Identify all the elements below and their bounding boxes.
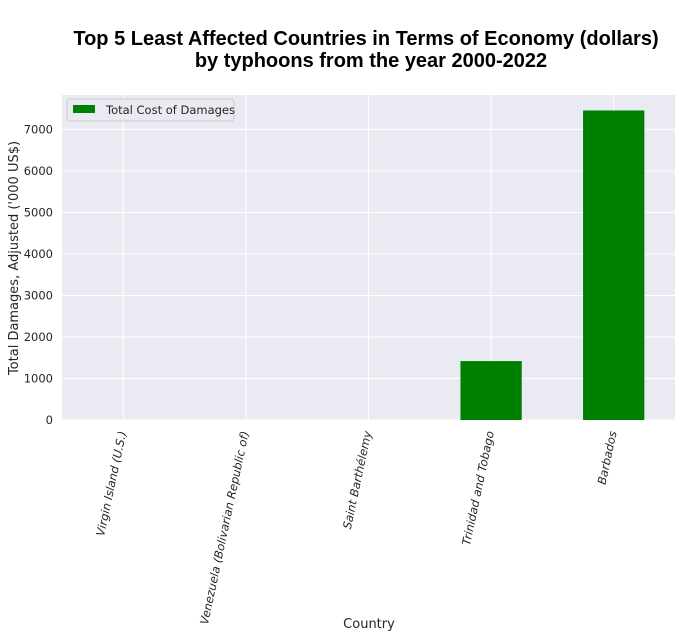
bars (460, 110, 645, 420)
y-tick-label: 4000 (24, 247, 53, 261)
y-tick-label: 5000 (24, 206, 53, 220)
y-tick-label: 1000 (24, 372, 53, 386)
x-tick-label: Venezuela (Bolivarian Republic of) (197, 430, 252, 626)
y-tick-labels: 0 1000 2000 3000 4000 5000 6000 7000 (24, 123, 53, 427)
x-axis-label: Country (343, 617, 395, 632)
y-tick-label: 6000 (24, 164, 53, 178)
grid-lines (62, 95, 675, 421)
y-tick-label: 7000 (24, 123, 53, 137)
y-tick-label: 3000 (24, 289, 53, 303)
chart-title-line-1: Top 5 Least Affected Countries in Terms … (73, 28, 658, 50)
x-tick-label: Barbados (595, 430, 620, 486)
chart-title-line-2: by typhoons from the year 2000-2022 (195, 50, 547, 72)
bar (460, 361, 522, 420)
y-axis-label: Total Damages, Adjusted ('000 US$) (7, 141, 22, 376)
y-tick-label: 2000 (24, 330, 53, 344)
legend-swatch (73, 105, 95, 113)
bar (583, 110, 645, 420)
y-tick-label: 0 (46, 413, 53, 427)
x-tick-label: Virgin Island (U.S.) (93, 430, 129, 538)
x-tick-label: Saint Barthélemy (340, 430, 374, 531)
x-tick-labels: Virgin Island (U.S.) Venezuela (Bolivaria… (93, 430, 619, 626)
x-tick-label: Trinidad and Tobago (459, 430, 497, 547)
legend: Total Cost of Damages (66, 98, 235, 122)
legend-frame (66, 98, 235, 122)
legend-label: Total Cost of Damages (105, 103, 235, 117)
